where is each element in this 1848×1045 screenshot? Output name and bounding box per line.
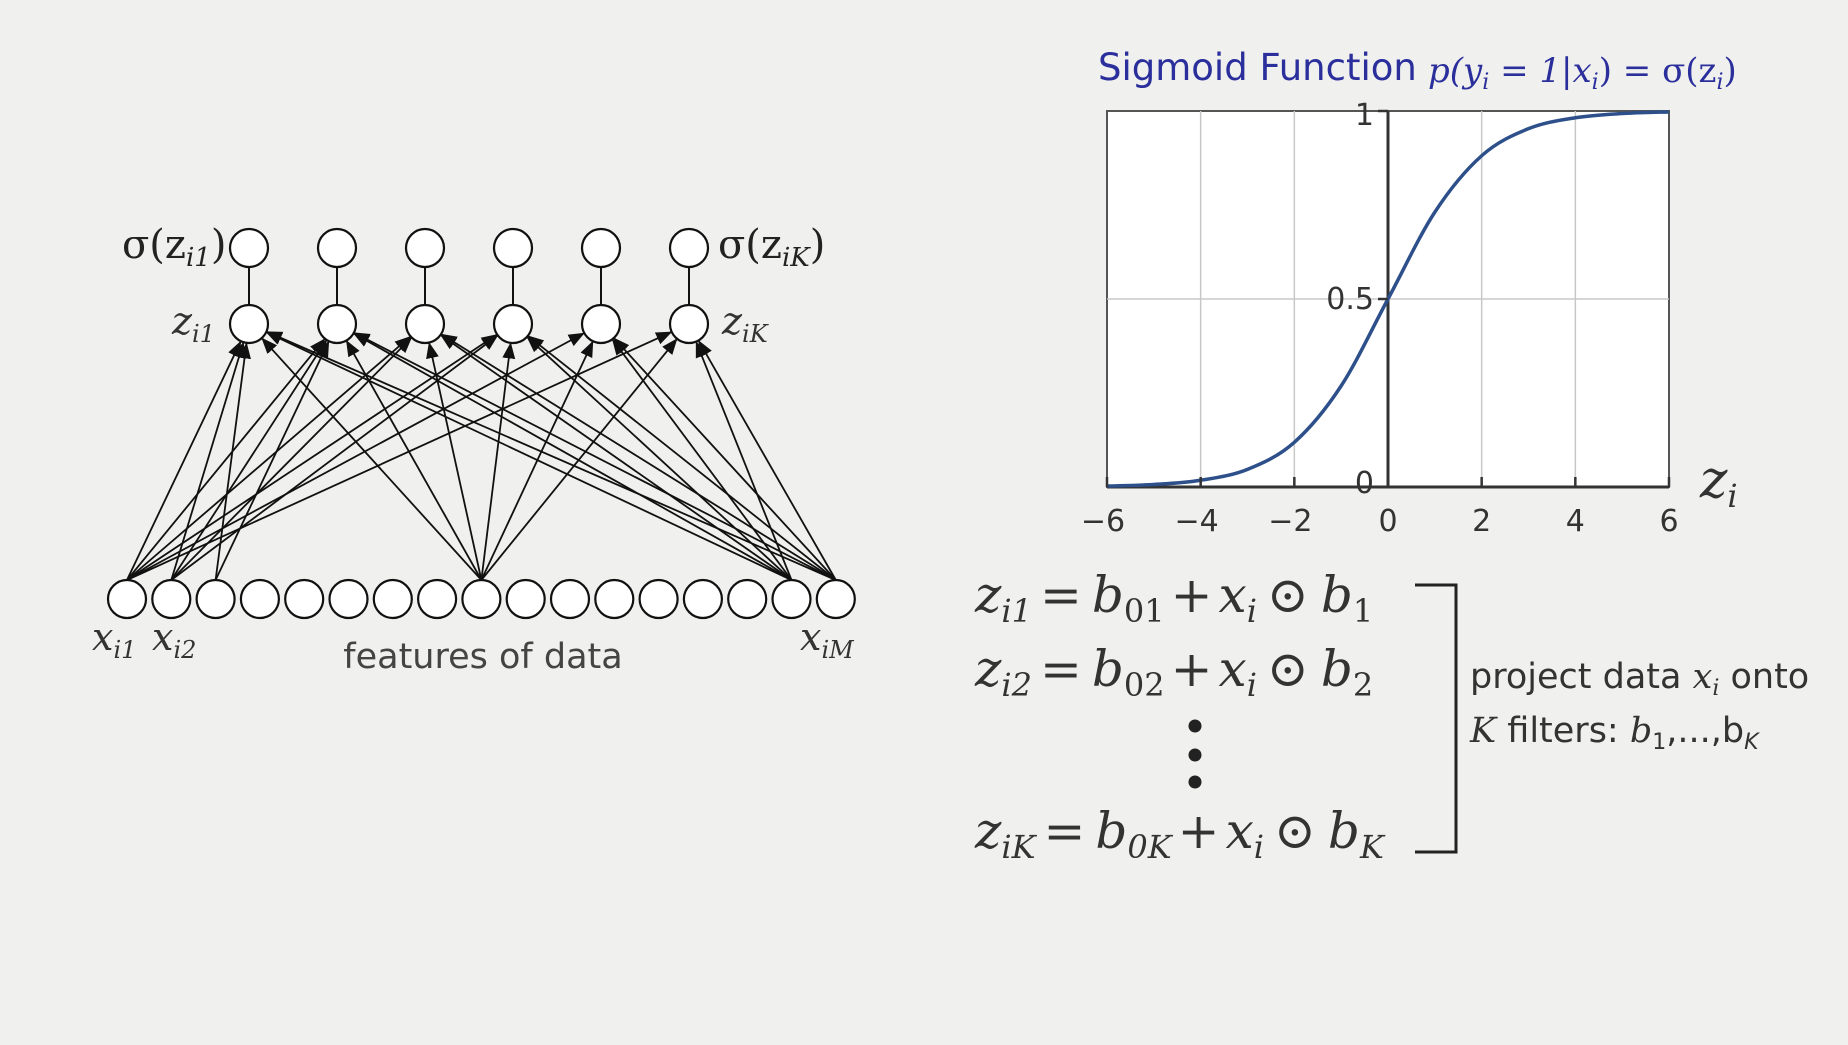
equations-bracket [1415,583,1458,854]
x-tick-label: −4 [1175,504,1219,539]
network-edge-arrow [613,337,837,581]
network-edge-arrow [698,339,837,581]
input-node [505,578,546,620]
hidden-node [580,303,622,345]
input-label-2: xi2 [152,615,196,664]
x-tick-label: 0 [1378,504,1397,539]
network-edge-arrow [170,339,328,581]
output-label-left: σ(zi1) [122,222,226,273]
network-edge-arrow [265,331,792,581]
network-edge-arrow [695,341,793,581]
network-edge-arrow [346,340,483,581]
network-edge-arrow [126,335,412,581]
input-node [638,578,679,620]
network-edge-arrow [426,341,483,581]
input-node [594,578,635,620]
y-tick-label: 0.5 [1326,282,1374,317]
input-node [461,578,502,620]
input-node [284,578,325,620]
hidden-node [316,303,358,345]
chart-title: Sigmoid Function [1098,46,1417,89]
input-node [106,578,148,620]
input-node [328,578,369,620]
hidden-node [228,303,270,345]
x-tick-label: −2 [1268,504,1312,539]
features-caption: features of data [343,637,622,677]
sigmoid-chart: Sigmoid Function p(yi = 1|xi) = σ(zi) −6… [1081,46,1738,539]
x-tick-label: 6 [1659,504,1678,539]
input-node [771,578,812,620]
hidden-node [668,303,710,345]
annotation-line-1: project data xi onto [1470,657,1809,701]
network-edge-arrow [353,332,837,581]
network-edge-arrow [527,335,837,581]
network-edge-arrow [126,338,326,581]
output-node [668,227,710,269]
x-tick-label: −6 [1081,504,1125,539]
ellipsis-dot [1188,775,1202,789]
hidden-to-output-links [248,267,690,305]
output-node [492,227,534,269]
ellipsis-dot [1188,719,1202,733]
equation-1: zi1 = b01 + xi ⊙ b1 [974,566,1373,630]
ellipsis-dot [1188,748,1202,762]
network-edge-arrow [265,331,837,581]
hidden-label-left: zi1 [171,299,215,348]
network-edge-arrow [170,335,499,581]
input-node [417,578,458,620]
input-node [372,578,413,620]
output-node [316,227,358,269]
network-edge-arrow [440,334,793,581]
x-tick-label: 2 [1472,504,1491,539]
network-edge-arrow [440,333,837,581]
input-node [549,578,591,620]
input-node [815,578,856,620]
chart-ticks: −6 −4 −2 0 2 4 6 0 0.5 1 [1081,98,1679,539]
input-label-1: xi1 [92,615,136,664]
network-edge-arrow [126,340,242,581]
hidden-node [404,303,446,345]
y-tick-label: 1 [1355,98,1374,133]
equation-K: ziK = b0K + xi ⊙ bK [974,802,1386,866]
equations-block: zi1 = b01 + xi ⊙ b1 zi2 = b02 + xi ⊙ b2 ziK = b0K + xi ⊙ b… [974,566,1809,866]
hidden-label-right: ziK [721,299,770,348]
network-edge-arrow [126,334,498,581]
network-edge-arrow [480,340,594,581]
input-label-M: xiM [800,615,855,664]
network-edge-arrow [214,340,330,581]
input-node [682,578,724,620]
x-axis-label: zi [1699,450,1738,515]
network-edge-arrow [126,331,673,581]
network-edge-arrow [353,333,792,581]
equation-2: zi2 = b02 + xi ⊙ b2 [974,640,1373,704]
output-node [228,227,270,269]
vertical-ellipsis [1188,719,1202,789]
network-edge-arrow [170,341,246,581]
network-edge-arrow [170,337,413,581]
network-edge-arrow [611,338,793,581]
y-tick-label: 0 [1355,466,1374,501]
output-node [404,227,446,269]
network-edge-arrow [214,342,251,581]
input-node [195,578,236,620]
annotation-line-2: K filters: b1,...,bK [1469,711,1760,755]
network-edge-arrow [480,342,516,581]
hidden-node [492,303,534,345]
x-tick-label: 4 [1566,504,1585,539]
network-nodes [106,227,856,620]
network-edge-arrow [526,336,793,581]
input-node [239,578,280,620]
output-label-right: σ(ziK) [718,222,825,273]
input-node [151,578,192,620]
network-diagram: σ(zi1) σ(ziK) zi1 ziK xi1 xi2 xiM featur… [92,222,856,677]
network-edge-arrow [261,337,483,581]
network-edges [126,331,837,581]
output-node [580,227,622,269]
input-node [727,578,768,620]
chart-title-formula: p(yi = 1|xi) = σ(zi) [1428,51,1737,95]
